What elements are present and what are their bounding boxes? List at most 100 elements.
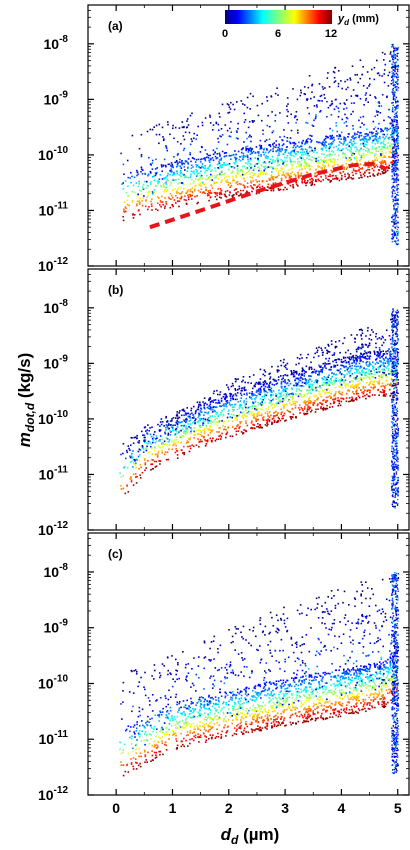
data-point: [353, 132, 356, 135]
data-point: [365, 92, 367, 94]
data-point: [316, 380, 319, 382]
data-point: [382, 130, 384, 132]
data-point: [151, 459, 153, 461]
data-point: [301, 373, 303, 375]
data-point: [366, 87, 369, 89]
data-point: [200, 426, 202, 429]
data-point: [179, 430, 181, 432]
data-point: [178, 174, 181, 176]
data-point: [378, 349, 381, 351]
data-point: [392, 153, 394, 156]
data-point: [393, 161, 395, 163]
data-point: [348, 363, 351, 365]
data-point: [214, 440, 217, 442]
data-point: [210, 422, 212, 425]
data-point: [299, 377, 302, 379]
data-point: [252, 393, 255, 395]
data-point: [381, 94, 384, 96]
data-point: [390, 83, 393, 85]
data-point: [392, 95, 395, 97]
data-point: [210, 192, 213, 194]
data-point: [246, 154, 249, 157]
data-point: [396, 82, 398, 85]
data-point: [261, 119, 263, 122]
data-point: [176, 423, 179, 426]
data-point: [360, 134, 363, 137]
data-point: [268, 388, 270, 391]
data-point: [336, 130, 338, 133]
data-point: [391, 178, 393, 180]
data-point: [351, 178, 354, 180]
data-point: [257, 408, 259, 410]
data-point: [333, 76, 336, 79]
data-point: [264, 371, 267, 373]
data-point: [377, 366, 380, 368]
data-point: [289, 382, 292, 385]
data-point: [215, 402, 217, 404]
data-point: [138, 200, 141, 202]
data-point: [381, 335, 384, 338]
data-point: [180, 172, 182, 175]
data-point: [194, 431, 196, 433]
data-point: [347, 159, 349, 161]
data-point: [396, 178, 398, 180]
data-point: [241, 406, 243, 409]
data-point: [188, 196, 190, 198]
data-point: [269, 372, 271, 375]
data-point: [391, 72, 394, 75]
data-point: [295, 394, 297, 396]
data-point: [256, 181, 258, 183]
data-point: [380, 338, 382, 340]
data-point: [323, 139, 326, 141]
data-point: [232, 408, 234, 411]
data-point: [303, 181, 306, 183]
data-point: [391, 170, 393, 173]
data-point: [333, 398, 336, 401]
data-point: [368, 342, 371, 344]
data-point: [135, 457, 138, 460]
data-point: [262, 166, 265, 168]
data-point: [344, 365, 346, 368]
data-point: [392, 104, 394, 107]
data-point: [232, 384, 234, 387]
data-point: [235, 137, 238, 139]
data-point: [331, 375, 334, 378]
data-point: [324, 87, 326, 89]
data-point: [373, 138, 376, 141]
data-point: [387, 145, 389, 148]
data-point: [209, 176, 211, 178]
data-point: [190, 430, 192, 433]
data-point: [360, 373, 363, 375]
data-point: [211, 408, 214, 411]
data-point: [191, 412, 193, 415]
data-point: [286, 173, 289, 176]
data-point: [265, 155, 268, 157]
data-point: [159, 446, 161, 449]
data-point: [394, 363, 397, 365]
data-point: [393, 150, 395, 152]
data-point: [272, 150, 274, 153]
data-point: [147, 208, 149, 211]
data-point: [334, 346, 337, 349]
data-point: [358, 387, 360, 389]
data-point: [374, 154, 376, 157]
data-point: [168, 444, 171, 446]
data-point: [258, 166, 260, 169]
data-point: [390, 392, 392, 395]
data-point: [228, 168, 230, 171]
data-point: [323, 378, 325, 380]
data-point: [290, 370, 293, 372]
data-point: [242, 158, 244, 161]
data-point: [242, 189, 245, 192]
data-point: [124, 210, 127, 213]
data-point: [303, 86, 306, 88]
data-point: [374, 143, 376, 145]
data-point: [225, 400, 227, 402]
data-point: [393, 181, 396, 183]
data-point: [153, 189, 155, 191]
data-point: [333, 139, 336, 141]
data-point: [328, 357, 331, 360]
data-point: [250, 396, 252, 399]
data-point: [138, 454, 141, 456]
data-point: [374, 147, 376, 150]
